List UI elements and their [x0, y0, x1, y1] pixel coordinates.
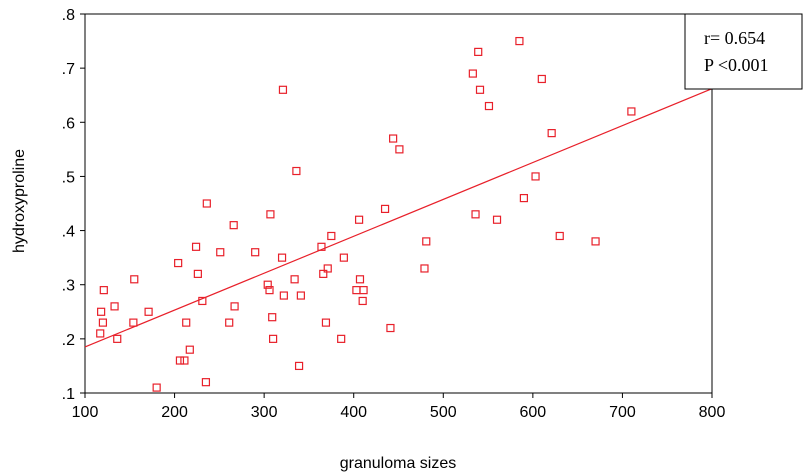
data-point: [175, 356, 185, 365]
y-tick-label: .5: [62, 169, 75, 186]
data-point: [130, 275, 139, 284]
data-point: [327, 231, 336, 241]
y-tick-label: .3: [62, 278, 75, 295]
data-point: [174, 258, 183, 268]
data-point: [355, 275, 365, 284]
y-tick-label: .1: [62, 386, 75, 403]
data-point: [97, 307, 106, 316]
data-point: [144, 307, 153, 316]
data-point: [296, 291, 305, 300]
plot-frame: [84, 13, 713, 394]
x-tick-label: 700: [609, 404, 636, 421]
data-point: [547, 129, 556, 138]
data-point: [279, 291, 288, 300]
data-point: [474, 47, 483, 57]
data-point: [337, 334, 346, 343]
data-point: [110, 302, 119, 311]
data-point: [591, 237, 600, 246]
data-point: [359, 286, 368, 295]
data-point: [290, 275, 299, 284]
data-point: [354, 215, 364, 224]
data-point: [265, 286, 274, 295]
y-tick-label: .7: [62, 61, 75, 78]
data-point: [198, 296, 207, 306]
x-axis-ticks: 100 200 300 400 500 600 700 800: [72, 393, 726, 421]
data-point: [99, 286, 108, 295]
x-axis-title: granuloma sizes: [340, 455, 457, 472]
data-point: [537, 74, 546, 84]
data-point: [292, 166, 301, 176]
x-tick-label: 600: [520, 404, 547, 421]
data-point: [323, 264, 332, 273]
data-point: [180, 356, 189, 365]
data-point: [266, 210, 275, 219]
data-point: [321, 318, 331, 327]
data-point: [420, 264, 429, 273]
data-point: [627, 107, 636, 116]
data-point: [389, 134, 398, 143]
data-point: [202, 199, 211, 208]
data-point: [531, 172, 540, 181]
y-tick-label: .4: [62, 224, 75, 241]
p-value-label: P <0.001: [704, 55, 769, 75]
regression-line-layer: [84, 88, 713, 348]
data-point: [96, 329, 105, 338]
x-tick-label: 800: [699, 404, 726, 421]
data-point: [230, 302, 239, 311]
data-point: [98, 318, 108, 327]
data-point: [277, 253, 287, 262]
data-point: [191, 242, 201, 251]
data-point: [294, 361, 304, 371]
y-axis-ticks: .1 .2 .3 .4 .5 .6 .7 .8: [62, 7, 85, 403]
data-point: [492, 215, 502, 224]
data-point: [422, 237, 431, 246]
data-points-layer: [96, 36, 636, 392]
y-tick-label: .2: [62, 332, 75, 349]
x-tick-label: 100: [72, 404, 99, 421]
data-point: [468, 69, 477, 78]
data-point: [113, 334, 122, 343]
y-axis-title: hydroxyproline: [11, 149, 28, 253]
regression-line: [84, 88, 713, 348]
data-point: [229, 221, 238, 230]
data-point: [471, 210, 480, 219]
data-point: [352, 286, 361, 295]
stat-box-border: [684, 13, 803, 90]
data-point: [317, 242, 326, 251]
data-point: [216, 248, 225, 257]
y-tick-label: .6: [62, 115, 75, 132]
data-point: [515, 36, 524, 46]
data-point: [268, 313, 277, 322]
data-point: [484, 101, 494, 111]
data-point: [129, 318, 138, 327]
x-tick-label: 200: [161, 404, 188, 421]
data-point: [251, 248, 260, 257]
data-point: [152, 383, 161, 392]
data-point: [201, 378, 211, 387]
data-point: [278, 85, 288, 94]
data-point: [193, 269, 202, 278]
y-tick-label: .8: [62, 7, 75, 24]
x-tick-label: 500: [430, 404, 457, 421]
data-point: [386, 323, 395, 333]
data-point: [263, 280, 272, 289]
data-point: [185, 345, 194, 354]
data-point: [555, 231, 564, 241]
data-point: [319, 269, 328, 278]
data-point: [380, 204, 390, 214]
data-point: [519, 193, 529, 203]
data-point: [475, 85, 485, 94]
data-point: [269, 334, 278, 343]
data-point: [358, 296, 367, 306]
data-point: [182, 318, 191, 327]
data-point: [225, 318, 234, 327]
x-tick-label: 300: [251, 404, 278, 421]
correlation-label: r= 0.654: [704, 28, 765, 48]
x-tick-label: 400: [340, 404, 367, 421]
data-point: [395, 145, 404, 154]
data-point: [339, 253, 348, 262]
stat-annotation-box: r= 0.654 P <0.001: [684, 13, 803, 90]
